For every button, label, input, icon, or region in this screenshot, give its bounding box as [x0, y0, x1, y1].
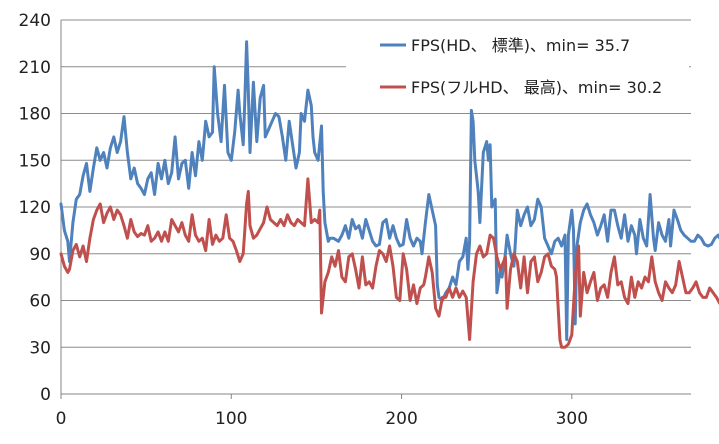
y-tick-label: 120 [19, 198, 51, 218]
y-axis-ticks: 0 30 60 90 120 150 180 210 240 [19, 11, 51, 405]
y-tick-label: 210 [19, 58, 51, 78]
legend-background [346, 28, 689, 106]
x-axis-ticks: 0 100 200 300 [56, 394, 588, 429]
y-tick-label: 30 [29, 338, 51, 358]
y-tick-label: 0 [40, 385, 51, 405]
x-tick-label: 100 [215, 409, 247, 429]
x-tick-label: 0 [56, 409, 67, 429]
x-tick-label: 300 [556, 409, 588, 429]
legend-label-series-0: FPS(HD、 標準)、min= 35.7 [411, 36, 630, 55]
y-tick-label: 60 [29, 292, 51, 312]
y-tick-label: 180 [19, 105, 51, 125]
series-line-1 [59, 177, 719, 349]
x-tick-label: 200 [385, 409, 417, 429]
y-tick-label: 240 [19, 11, 51, 31]
series-lines [59, 40, 719, 349]
series-line-0 [59, 40, 719, 341]
y-tick-label: 90 [29, 245, 51, 265]
y-tick-label: 150 [19, 151, 51, 171]
legend: FPS(HD、 標準)、min= 35.7 FPS(フルHD、 最高)、min=… [380, 36, 662, 97]
legend-label-series-1: FPS(フルHD、 最高)、min= 30.2 [411, 78, 662, 97]
